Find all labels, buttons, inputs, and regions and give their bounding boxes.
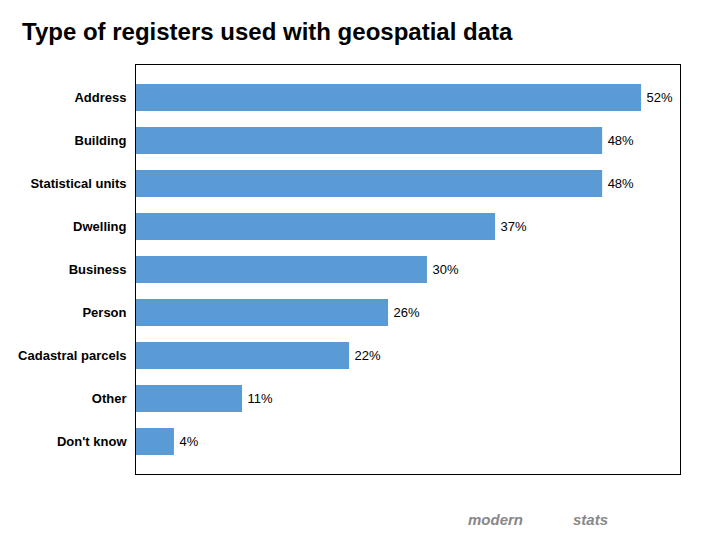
svg-text:Address: Address [74, 90, 126, 105]
svg-text:30%: 30% [432, 262, 458, 277]
svg-text:Business: Business [69, 262, 127, 277]
svg-text:Cadastral parcels: Cadastral parcels [18, 348, 126, 363]
svg-text:52%: 52% [647, 90, 673, 105]
svg-text:11%: 11% [248, 391, 273, 406]
svg-text:Other: Other [92, 391, 127, 406]
svg-text:48%: 48% [608, 176, 634, 191]
svg-text:37%: 37% [501, 219, 527, 234]
svg-text:Person: Person [82, 305, 126, 320]
svg-text:48%: 48% [608, 133, 634, 148]
svg-text:4%: 4% [179, 434, 198, 449]
svg-text:Building: Building [75, 133, 127, 148]
svg-text:Don't know: Don't know [57, 434, 127, 449]
svg-text:22%: 22% [355, 348, 381, 363]
svg-text:26%: 26% [394, 305, 420, 320]
html-text:modern: modern [468, 511, 523, 528]
html-text:stats: stats [573, 511, 608, 528]
svg-text:Statistical units: Statistical units [30, 176, 126, 191]
svg-text:Dwelling: Dwelling [73, 219, 127, 234]
html-text:Type of registers used with ge: Type of registers used with geospatial d… [22, 18, 513, 45]
